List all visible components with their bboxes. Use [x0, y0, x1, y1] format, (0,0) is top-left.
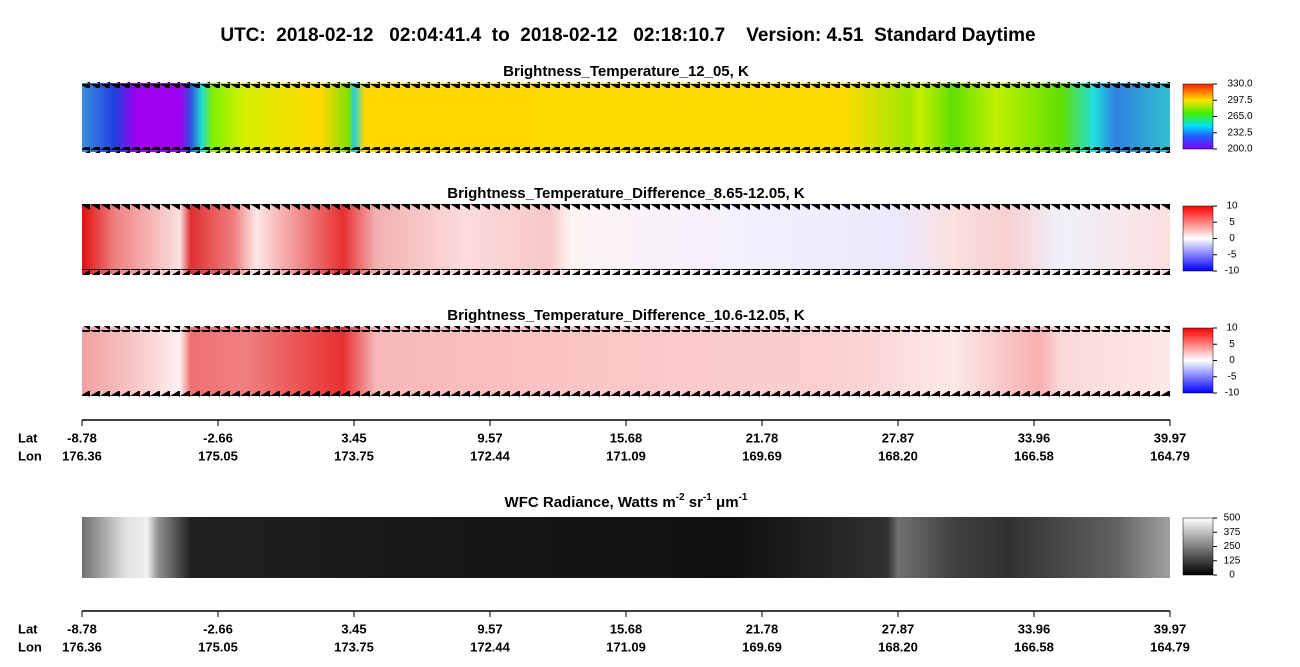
colorbar	[1182, 83, 1214, 150]
lat-tick-label: 21.78	[746, 621, 779, 636]
lat-tick-label: 39.97	[1154, 621, 1187, 636]
colorbar-tick-label: -5	[1228, 249, 1237, 260]
lon-tick-label: 175.05	[198, 448, 238, 463]
title-part: -1	[703, 492, 712, 503]
image-swath	[82, 517, 1170, 578]
title-part: sr	[685, 494, 704, 511]
lat-tick-label: 15.68	[610, 430, 643, 445]
lat-tick-label: 27.87	[882, 621, 915, 636]
lat-tick-label: 3.45	[341, 621, 366, 636]
colorbar-tick-label: 0	[1229, 355, 1235, 366]
colorbar-tick-label: -10	[1225, 266, 1240, 277]
swath-edge	[82, 204, 1170, 210]
image-swath	[82, 205, 1170, 274]
lon-tick-label: 173.75	[334, 639, 374, 654]
lon-tick-label: 176.36	[62, 639, 102, 654]
colorbar	[1182, 327, 1214, 394]
lat-tick-label: -8.78	[67, 430, 97, 445]
lon-tick-label: 176.36	[62, 448, 102, 463]
title-part: -1	[739, 492, 748, 503]
colorbar-tick-label: -10	[1225, 388, 1240, 399]
colorbar-tick-label: 0	[1229, 233, 1235, 244]
colorbar-tick-label: 297.5	[1227, 95, 1252, 106]
lat-tick-label: 33.96	[1018, 430, 1051, 445]
lon-tick-label: 169.69	[742, 448, 782, 463]
panel-title: Brightness_Temperature_Difference_10.6-1…	[447, 307, 805, 324]
lat-tick-label: -8.78	[67, 621, 97, 636]
lon-tick-label: 168.20	[878, 448, 918, 463]
panel-title: Brightness_Temperature_12_05, K	[503, 63, 749, 80]
image-swath	[82, 327, 1170, 396]
image-swath	[82, 83, 1170, 152]
lon-tick-label: 171.09	[606, 639, 646, 654]
panel-title: WFC Radiance, Watts m-2 sr-1 μm-1	[505, 492, 748, 511]
colorbar-tick-label: 10	[1226, 323, 1238, 334]
lat-tick-label: 9.57	[477, 430, 502, 445]
lat-tick-label: 33.96	[1018, 621, 1051, 636]
colorbar	[1182, 517, 1214, 576]
page-title: UTC: 2018-02-12 02:04:41.4 to 2018-02-12…	[220, 25, 1035, 46]
lon-tick-label: 173.75	[334, 448, 374, 463]
colorbar-tick-label: 10	[1226, 201, 1238, 212]
lon-tick-label: 166.58	[1014, 639, 1054, 654]
lon-label: Lon	[18, 639, 42, 654]
colorbar-tick-label: 5	[1229, 217, 1235, 228]
lat-label: Lat	[18, 621, 38, 636]
lat-tick-label: -2.66	[203, 430, 233, 445]
lat-tick-label: 15.68	[610, 621, 643, 636]
lat-label: Lat	[18, 430, 38, 445]
colorbar-tick-label: 0	[1229, 570, 1235, 581]
lon-label: Lon	[18, 448, 42, 463]
swath-edge	[82, 391, 1170, 397]
lon-tick-label: 175.05	[198, 639, 238, 654]
swath-edge	[82, 269, 1170, 275]
colorbar-tick-label: 250	[1224, 541, 1241, 552]
lon-tick-label: 169.69	[742, 639, 782, 654]
colorbar-tick-label: 375	[1224, 527, 1241, 538]
swath-edge	[82, 82, 1170, 88]
lat-tick-label: 3.45	[341, 430, 366, 445]
panel-title: Brightness_Temperature_Difference_8.65-1…	[447, 185, 805, 202]
colorbar-tick-label: 500	[1224, 513, 1241, 524]
lon-tick-label: 164.79	[1150, 639, 1190, 654]
colorbar-tick-label: 5	[1229, 339, 1235, 350]
title-part: -2	[676, 492, 685, 503]
lon-tick-label: 168.20	[878, 639, 918, 654]
colorbar	[1182, 205, 1214, 272]
lat-tick-label: 39.97	[1154, 430, 1187, 445]
lon-tick-label: 172.44	[470, 448, 511, 463]
lon-tick-label: 166.58	[1014, 448, 1054, 463]
colorbar-tick-label: 200.0	[1227, 144, 1252, 155]
lon-tick-label: 164.79	[1150, 448, 1190, 463]
colorbar-tick-label: 232.5	[1227, 127, 1252, 138]
colorbar-tick-label: 125	[1224, 555, 1241, 566]
lon-tick-label: 172.44	[470, 639, 511, 654]
lat-tick-label: 9.57	[477, 621, 502, 636]
colorbar-tick-label: -5	[1228, 371, 1237, 382]
colorbar-tick-label: 330.0	[1227, 79, 1252, 90]
title-part: WFC Radiance, Watts m	[505, 494, 676, 511]
lat-tick-label: 27.87	[882, 430, 915, 445]
lon-tick-label: 171.09	[606, 448, 646, 463]
swath-edge	[82, 326, 1170, 332]
lat-tick-label: -2.66	[203, 621, 233, 636]
swath-edge	[82, 147, 1170, 153]
colorbar-tick-label: 265.0	[1227, 111, 1252, 122]
lat-tick-label: 21.78	[746, 430, 779, 445]
title-part: μm	[712, 494, 739, 511]
